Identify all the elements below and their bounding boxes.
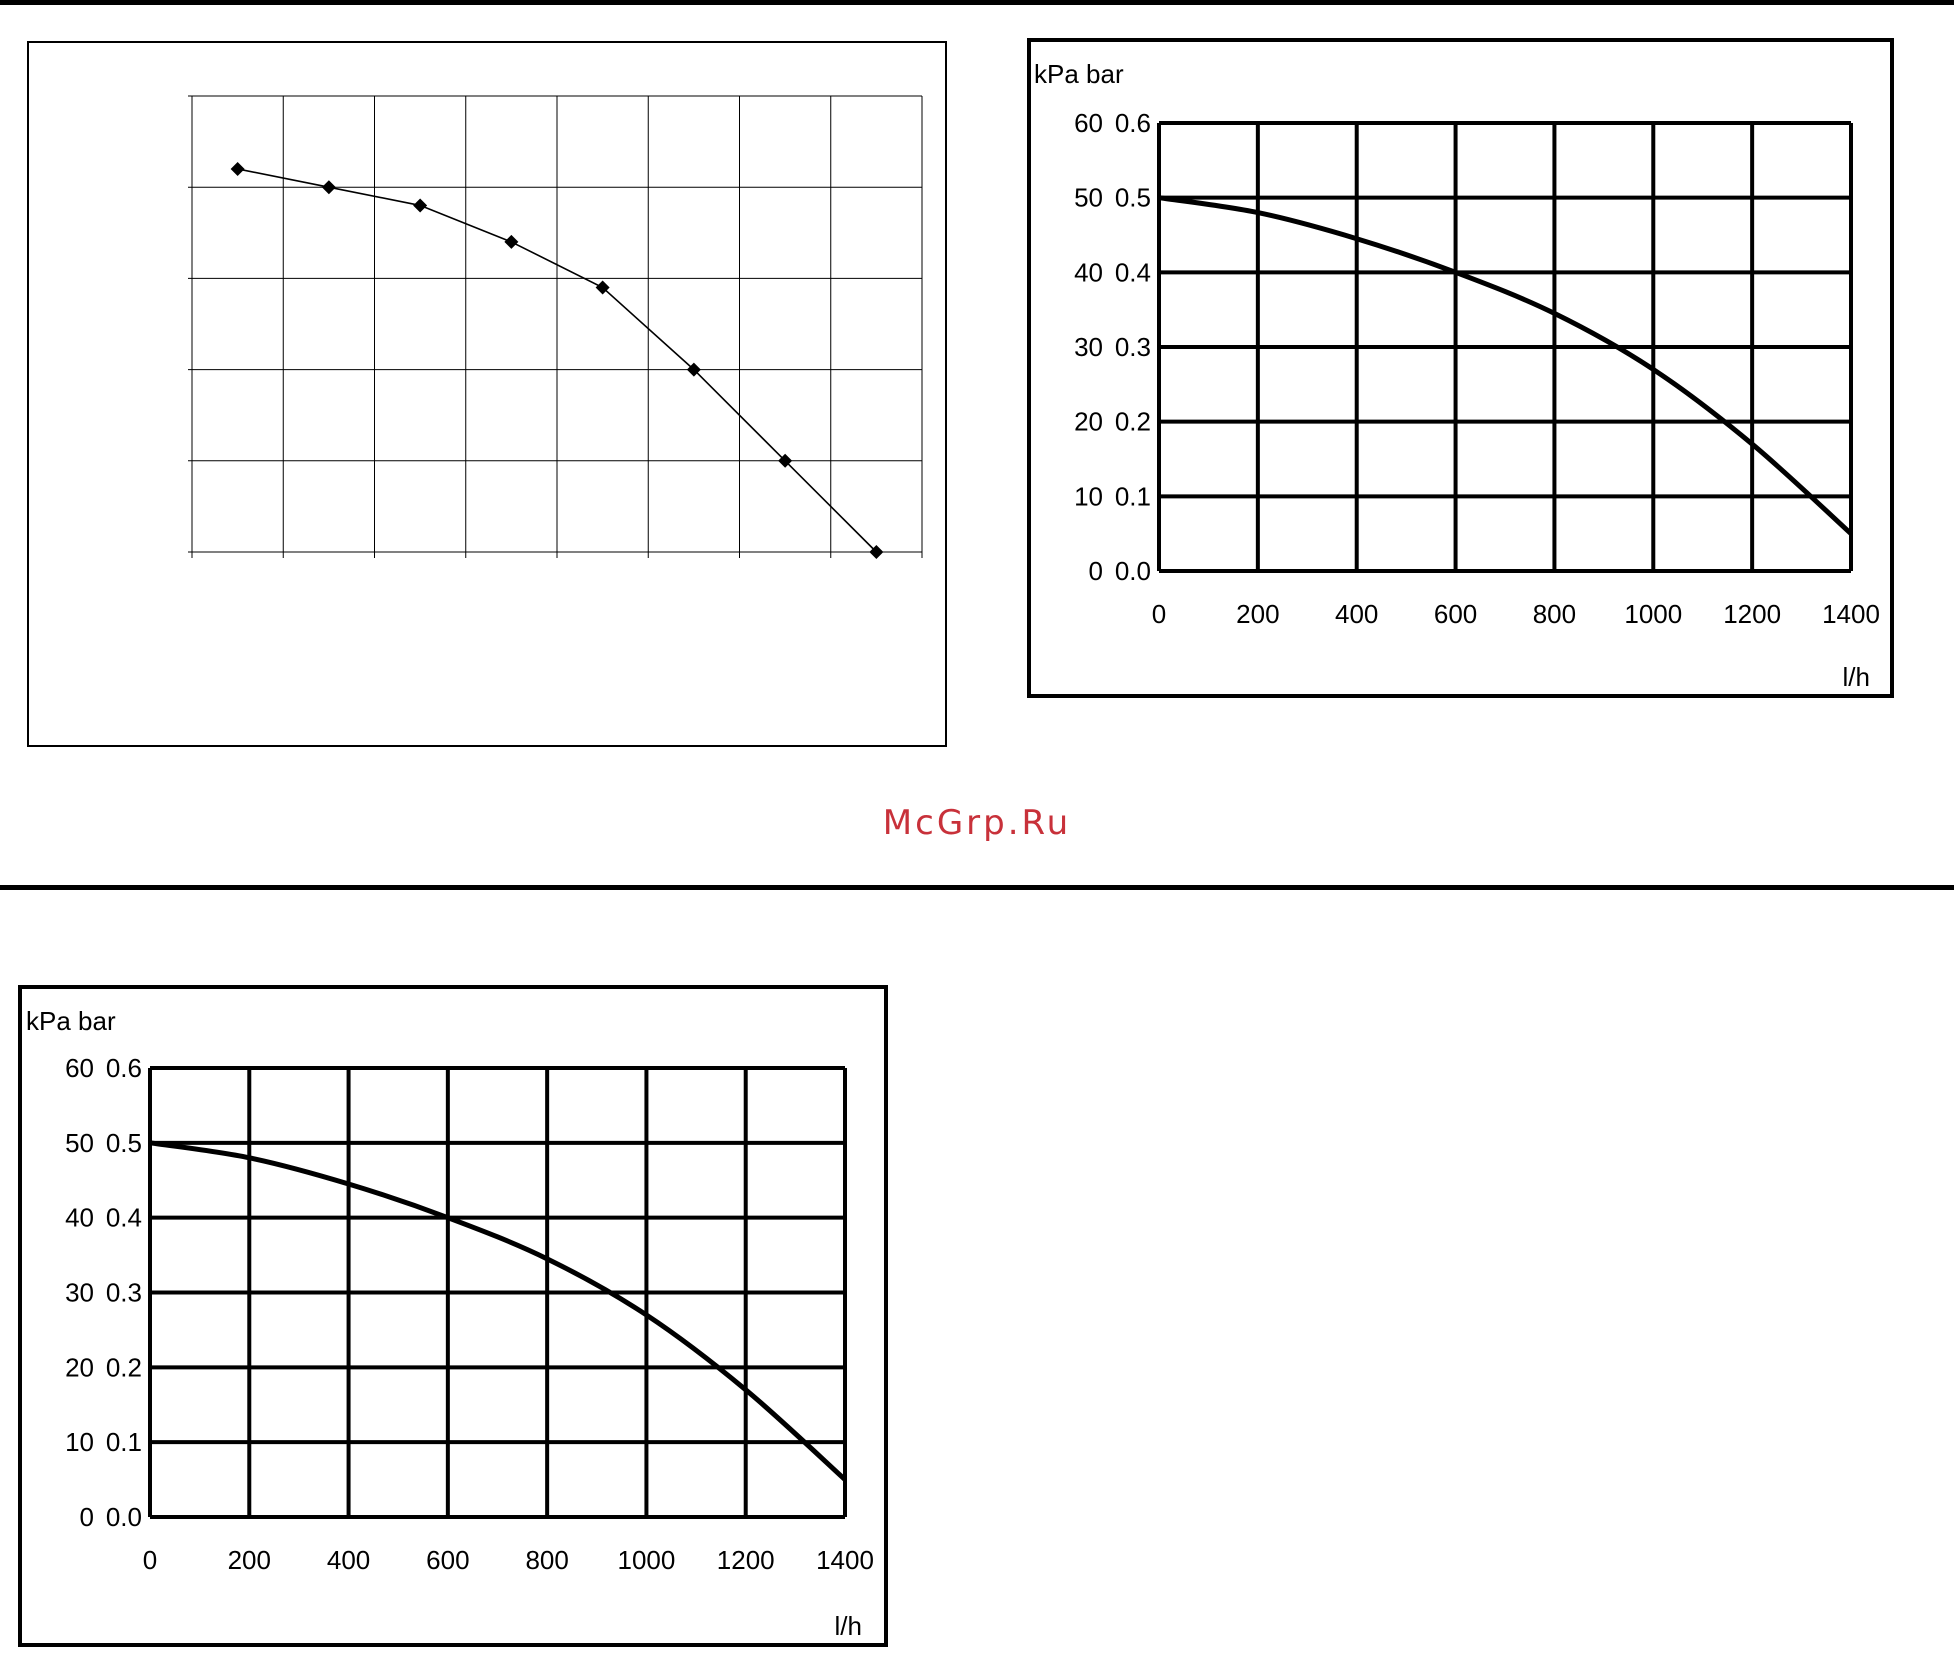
series-line xyxy=(237,168,877,553)
y-tick-label-bar: 0.5 xyxy=(1115,183,1151,213)
x-tick-label: 0 xyxy=(143,1545,157,1575)
series-curve xyxy=(1158,195,1853,536)
y-tick-label-bar: 0.6 xyxy=(106,1053,142,1083)
y-tick-label-bar: 0.4 xyxy=(106,1203,142,1233)
x-tick-label: 400 xyxy=(327,1545,370,1575)
y-tick-label-bar: 0.2 xyxy=(1115,407,1151,437)
x-tick-label: 200 xyxy=(228,1545,271,1575)
y-tick-label-kpa: 30 xyxy=(65,1278,94,1308)
x-tick-label: 800 xyxy=(1533,599,1576,629)
y-axis-label: kPa bar xyxy=(1034,59,1124,89)
y-tick-label-kpa: 10 xyxy=(65,1427,94,1457)
top-rule xyxy=(0,0,1954,5)
x-tick-label: 600 xyxy=(426,1545,469,1575)
y-tick-label-kpa: 0 xyxy=(1089,556,1103,586)
y-tick-label-kpa: 40 xyxy=(65,1203,94,1233)
x-tick-label: 1200 xyxy=(717,1545,775,1575)
x-tick-label: 400 xyxy=(1335,599,1378,629)
y-tick-label-bar: 0.0 xyxy=(106,1502,142,1532)
y-tick-label-bar: 0.2 xyxy=(106,1352,142,1382)
y-tick-label-bar: 0.3 xyxy=(1115,332,1151,362)
data-point-marker xyxy=(778,453,793,468)
x-tick-label: 800 xyxy=(525,1545,568,1575)
y-tick-label-kpa: 20 xyxy=(65,1352,94,1382)
y-tick-label-kpa: 20 xyxy=(1074,407,1103,437)
data-point-marker xyxy=(686,362,701,377)
y-tick-label-kpa: 60 xyxy=(65,1053,94,1083)
data-point-marker xyxy=(321,180,336,195)
data-point-marker xyxy=(595,280,610,295)
y-tick-label-kpa: 0 xyxy=(80,1502,94,1532)
series-curve xyxy=(149,1140,847,1482)
chart-panel-1 xyxy=(27,41,947,747)
x-tick-label: 200 xyxy=(1236,599,1279,629)
x-axis-label: l/h xyxy=(835,1611,862,1641)
x-tick-label: 1000 xyxy=(1624,599,1682,629)
y-tick-label-bar: 0.3 xyxy=(106,1278,142,1308)
x-tick-label: 1400 xyxy=(1822,599,1880,629)
chart-panel-3 xyxy=(18,985,888,1647)
y-tick-label-bar: 0.6 xyxy=(1115,108,1151,138)
data-point-marker xyxy=(869,545,884,559)
y-tick-label-kpa: 60 xyxy=(1074,108,1103,138)
middle-rule xyxy=(0,885,1954,890)
x-tick-label: 1200 xyxy=(1723,599,1781,629)
x-axis-label: l/h xyxy=(1843,662,1870,692)
y-axis-label: kPa bar xyxy=(26,1006,116,1036)
watermark: McGrp.Ru xyxy=(882,803,1072,843)
x-tick-label: 1400 xyxy=(816,1545,874,1575)
chart-panel-2 xyxy=(1027,38,1894,698)
y-tick-label-bar: 0.1 xyxy=(106,1427,142,1457)
y-tick-label-kpa: 50 xyxy=(65,1128,94,1158)
y-tick-label-kpa: 50 xyxy=(1074,183,1103,213)
y-tick-label-bar: 0.4 xyxy=(1115,257,1151,287)
x-tick-label: 600 xyxy=(1434,599,1477,629)
x-tick-label: 1000 xyxy=(618,1545,676,1575)
data-point-marker xyxy=(504,234,519,249)
y-tick-label-kpa: 40 xyxy=(1074,257,1103,287)
x-tick-label: 0 xyxy=(1152,599,1166,629)
data-point-marker xyxy=(230,161,245,176)
y-tick-label-kpa: 30 xyxy=(1074,332,1103,362)
y-tick-label-bar: 0.5 xyxy=(106,1128,142,1158)
data-point-marker xyxy=(413,198,428,213)
y-tick-label-kpa: 10 xyxy=(1074,481,1103,511)
y-tick-label-bar: 0.0 xyxy=(1115,556,1151,586)
y-tick-label-bar: 0.1 xyxy=(1115,481,1151,511)
